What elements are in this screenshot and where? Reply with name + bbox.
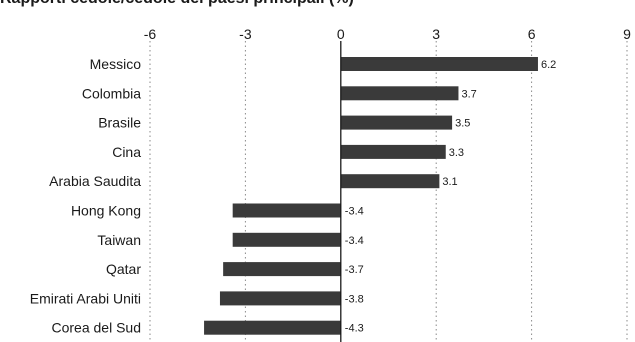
bar-emirati-arabi-uniti — [219, 291, 341, 306]
data-label: 6.2 — [541, 59, 556, 71]
category-labels: Messico Colombia Brasile Cina Arabia Saudita… — [30, 56, 142, 336]
x-tick-label: -3 — [239, 26, 252, 42]
x-tick-label: 6 — [528, 26, 536, 42]
bar-qatar — [223, 262, 341, 277]
data-label: -3.4 — [345, 235, 364, 247]
bar-hong-kong — [232, 203, 341, 218]
category-label: Brasile — [98, 115, 141, 131]
x-tick-label: 9 — [623, 26, 631, 42]
bar-taiwan — [232, 232, 341, 247]
bar-arabia-saudita — [340, 174, 440, 189]
category-label: Taiwan — [97, 232, 141, 248]
data-labels: 6.2 3.7 3.5 3.3 3.1 -3.4 -3.4 -3.7 -3.8 -4.3 — [345, 59, 556, 335]
category-label: Messico — [90, 56, 142, 72]
category-label: Cina — [112, 144, 141, 160]
data-label: -4.3 — [345, 323, 364, 335]
bar-corea-del-sud — [204, 320, 341, 335]
category-label: Emirati Arabi Uniti — [30, 290, 141, 306]
data-label: 3.5 — [455, 118, 470, 130]
x-tick-label: 3 — [432, 26, 440, 42]
category-label: Corea del Sud — [51, 320, 141, 336]
x-tick-labels: -6 -3 0 3 6 9 — [144, 26, 631, 42]
category-label: Arabia Saudita — [49, 173, 141, 189]
bars — [204, 57, 538, 335]
bar-colombia — [340, 86, 459, 101]
bar-messico — [340, 57, 538, 71]
category-label: Hong Kong — [71, 203, 141, 219]
data-label: 3.1 — [442, 176, 457, 188]
chart-title: Rapporti cedole/cedole dei paesi princip… — [0, 0, 354, 9]
data-label: -3.7 — [345, 264, 364, 276]
bar-brasile — [340, 115, 453, 130]
category-label: Qatar — [106, 261, 141, 277]
category-label: Colombia — [82, 85, 141, 101]
data-label: -3.4 — [345, 206, 364, 218]
data-label: 3.3 — [449, 147, 464, 159]
data-label: -3.8 — [345, 293, 364, 305]
bar-cina — [340, 144, 446, 159]
x-tick-label: 0 — [337, 26, 345, 42]
data-label: 3.7 — [461, 88, 476, 100]
x-tick-label: -6 — [144, 26, 157, 42]
